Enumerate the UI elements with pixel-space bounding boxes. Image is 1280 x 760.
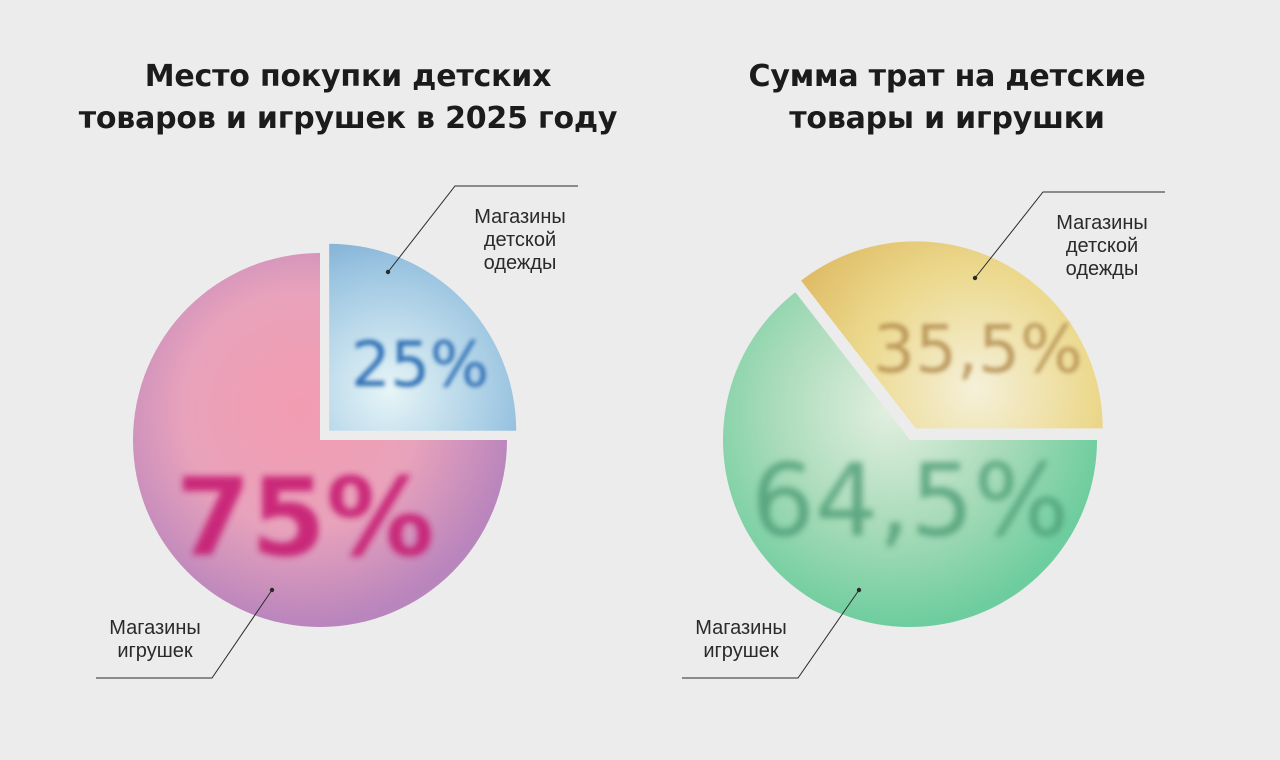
leader-dot — [972, 275, 978, 281]
category-label: детской — [484, 229, 556, 251]
data-label: 35,5% — [873, 311, 1083, 388]
leader-dot — [856, 587, 862, 593]
chart-title-line: товары и игрушки — [789, 101, 1105, 136]
chart-title-line: Место покупки детских — [144, 59, 552, 94]
data-label: 25% — [351, 328, 489, 401]
pie-chart-left: 75%25%МагазиныигрушекМагазиныдетскойодеж… — [96, 185, 578, 679]
chart-title-line: Сумма трат на детские — [748, 59, 1146, 94]
pie-slice-toy-stores — [133, 253, 507, 627]
category-label: Магазины — [695, 617, 787, 639]
pie-slice-clothing-stores — [329, 243, 517, 431]
category-label: Магазины — [1056, 212, 1148, 234]
category-label: Магазины — [474, 206, 566, 228]
leader-line — [387, 185, 578, 273]
data-label: 75% — [176, 456, 435, 581]
category-label: Магазины — [109, 617, 201, 639]
leader-dot — [385, 269, 391, 275]
leader-line — [682, 589, 860, 679]
leader-line — [96, 589, 273, 679]
category-label: одежды — [484, 252, 557, 274]
category-label: детской — [1066, 235, 1138, 257]
pie-slice-toy-stores — [722, 292, 1097, 627]
pie-slice-clothing-stores — [801, 241, 1103, 429]
leader-line — [974, 191, 1165, 279]
leader-dot — [269, 587, 275, 593]
category-label: одежды — [1066, 258, 1139, 280]
category-label: игрушек — [703, 640, 779, 662]
chart-title-right: Сумма трат на детские товары и игрушки — [637, 56, 1257, 140]
category-label: игрушек — [117, 640, 193, 662]
chart-title-left: Место покупки детских товаров и игрушек … — [38, 56, 658, 140]
chart-title-line: товаров и игрушек в 2025 году — [78, 101, 618, 136]
pie-chart-right: 64,5%35,5%МагазиныигрушекМагазиныдетской… — [682, 191, 1165, 679]
data-label: 64,5% — [751, 442, 1069, 559]
